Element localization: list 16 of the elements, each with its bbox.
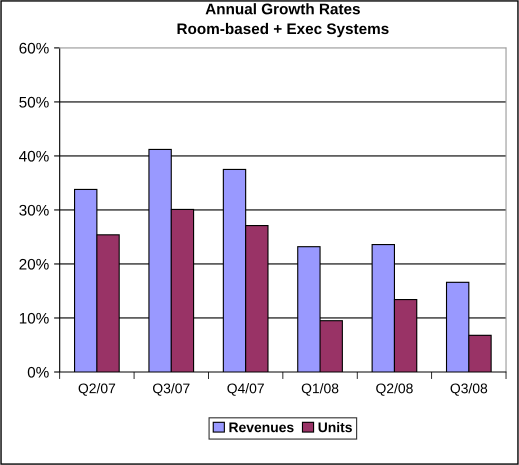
legend-label: Units bbox=[318, 422, 352, 432]
legend-label: Revenues bbox=[229, 422, 294, 432]
x-tick-label: Q4/07 bbox=[227, 383, 264, 396]
y-tick-label: 60% bbox=[19, 42, 49, 54]
y-tick-label: 50% bbox=[19, 96, 49, 108]
y-tick-label: 30% bbox=[19, 204, 49, 216]
x-tick-label: Q2/08 bbox=[376, 383, 413, 396]
x-tick-label: Q2/07 bbox=[78, 383, 116, 396]
x-tick-label: Q3/08 bbox=[450, 383, 488, 396]
y-tick-label: 40% bbox=[19, 150, 49, 162]
y-tick-label: 20% bbox=[19, 258, 49, 270]
chart-title: Annual Growth Rates Room-based + Exec Systems bbox=[178, 3, 389, 38]
x-tick-label: Q3/07 bbox=[153, 383, 190, 396]
x-tick-label: Q1/08 bbox=[302, 383, 338, 396]
y-tick-label: 10% bbox=[20, 312, 49, 324]
y-tick-label: 0% bbox=[28, 366, 49, 378]
